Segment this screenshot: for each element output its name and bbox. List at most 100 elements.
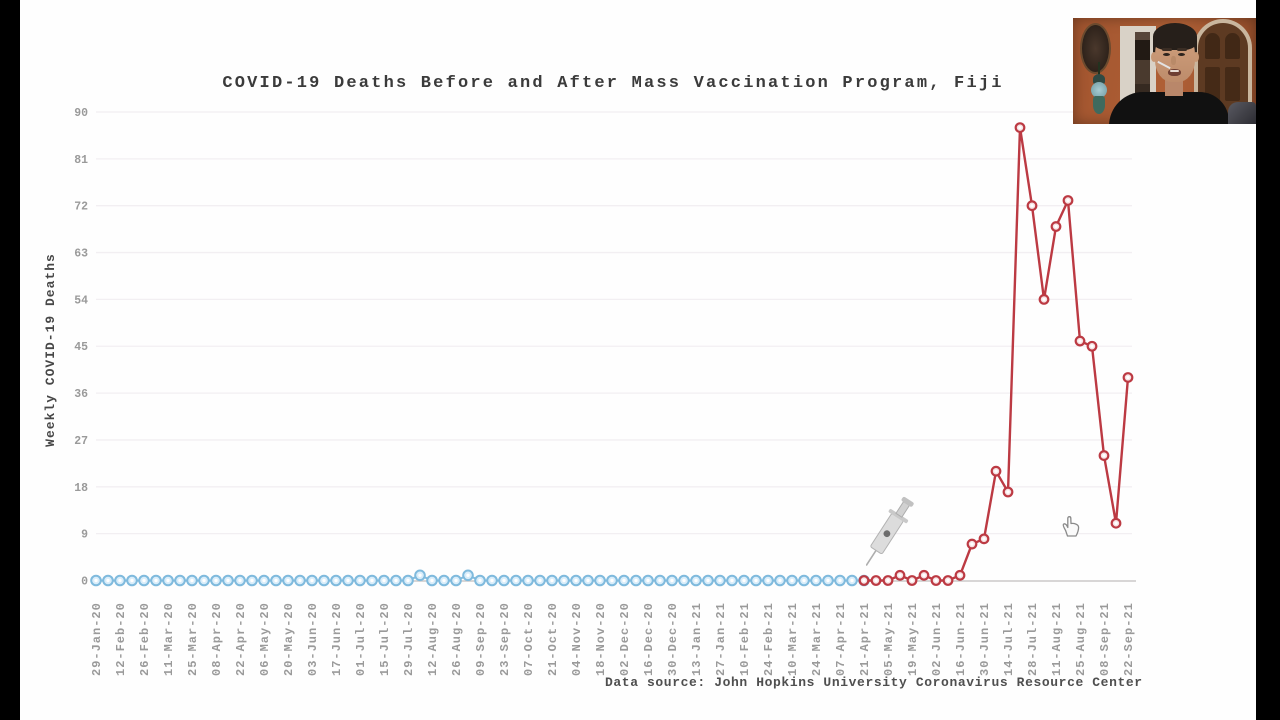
- data-point-center: [466, 573, 470, 577]
- data-point-center: [106, 578, 110, 583]
- data-point-center: [346, 578, 350, 583]
- data-point-center: [514, 578, 518, 583]
- y-tick-label: 45: [74, 341, 88, 354]
- data-point-center: [754, 578, 758, 583]
- data-point-center: [274, 578, 278, 583]
- webcam-lamp-top: [1093, 74, 1105, 84]
- data-point-center: [610, 578, 614, 583]
- data-point-center: [790, 578, 794, 583]
- x-tick-label: 13-Jan-21: [690, 602, 704, 676]
- presenter-eyebrow: [1177, 48, 1187, 51]
- data-point-center: [226, 578, 230, 583]
- webcam-lamp-glass: [1091, 82, 1107, 98]
- x-tick-label: 24-Feb-21: [762, 602, 776, 676]
- x-tick-label: 01-Jul-20: [354, 602, 368, 676]
- presenter-mouth: [1168, 69, 1181, 76]
- x-tick-label: 12-Feb-20: [114, 602, 128, 676]
- webcam-lamp-chain: [1098, 62, 1100, 76]
- data-point-center: [1126, 375, 1130, 380]
- y-tick-label: 36: [74, 388, 88, 401]
- data-point-center: [1030, 203, 1034, 208]
- data-point-center: [994, 469, 998, 473]
- presenter-ear: [1151, 52, 1157, 62]
- data-point-center: [910, 578, 914, 583]
- data-point-center: [202, 578, 206, 583]
- x-tick-label: 06-May-20: [258, 602, 272, 676]
- data-point-center: [946, 578, 950, 583]
- x-tick-label: 14-Jul-21: [1002, 602, 1016, 676]
- x-tick-label: 10-Mar-21: [786, 602, 800, 676]
- hand-cursor-icon: [1062, 516, 1080, 537]
- data-point-center: [898, 573, 902, 577]
- data-point-center: [982, 537, 986, 541]
- webcam-mirror: [1080, 23, 1111, 74]
- door-panel: [1205, 67, 1220, 101]
- data-point-center: [406, 578, 410, 583]
- data-point-center: [490, 578, 494, 583]
- x-tick-label: 24-Mar-21: [810, 602, 824, 676]
- x-tick-label: 04-Nov-20: [570, 602, 584, 676]
- data-point-center: [1018, 125, 1022, 130]
- data-point-center: [970, 542, 974, 546]
- data-point-center: [598, 578, 602, 583]
- data-point-center: [670, 578, 674, 583]
- data-point-center: [958, 573, 962, 577]
- y-tick-label: 0: [81, 576, 88, 589]
- x-tick-label: 02-Dec-20: [618, 602, 632, 676]
- data-point-center: [1114, 521, 1118, 525]
- presenter-ear: [1193, 52, 1199, 62]
- data-point-center: [658, 578, 662, 583]
- presenter-nose: [1171, 56, 1176, 65]
- presenter-hair: [1153, 23, 1197, 50]
- data-point-center: [118, 578, 122, 583]
- x-tick-label: 15-Jul-20: [378, 602, 392, 676]
- data-point-center: [142, 578, 146, 583]
- chart-title: COVID-19 Deaths Before and After Mass Va…: [222, 74, 1004, 93]
- data-point-center: [646, 578, 650, 583]
- data-point-center: [94, 578, 98, 583]
- x-tick-label: 22-Sep-21: [1122, 602, 1136, 676]
- presenter-eyebrow: [1162, 48, 1172, 51]
- door-panel: [1225, 33, 1240, 59]
- data-point-center: [190, 578, 194, 583]
- data-point-center: [286, 578, 290, 583]
- x-tick-label: 20-May-20: [282, 602, 296, 676]
- y-tick-label: 90: [74, 107, 88, 120]
- data-point-center: [682, 578, 686, 583]
- data-point-center: [430, 578, 434, 583]
- webcam-lamp-base: [1093, 96, 1105, 114]
- presentation-slide: COVID-19 Deaths Before and After Mass Va…: [20, 0, 1256, 720]
- presenter-shirt: [1109, 92, 1229, 124]
- data-point-center: [694, 578, 698, 583]
- x-tick-label: 28-Jul-21: [1026, 602, 1040, 676]
- data-point-center: [814, 578, 818, 583]
- data-point-center: [1006, 490, 1010, 494]
- x-tick-label: 07-Apr-21: [834, 602, 848, 676]
- letterbox-left: [0, 0, 20, 720]
- data-point-center: [1042, 297, 1046, 302]
- x-tick-label: 12-Aug-20: [426, 602, 440, 676]
- data-point-center: [298, 578, 302, 583]
- x-tick-label: 16-Dec-20: [642, 602, 656, 676]
- data-point-center: [706, 578, 710, 583]
- data-point-center: [730, 578, 734, 583]
- data-point-center: [778, 578, 782, 583]
- data-point-center: [238, 578, 242, 583]
- x-tick-label: 11-Mar-20: [162, 602, 176, 676]
- x-tick-label: 10-Feb-21: [738, 602, 752, 676]
- data-point-center: [502, 578, 506, 583]
- data-point-center: [922, 573, 926, 577]
- door-panel: [1225, 67, 1240, 101]
- presenter-eye: [1163, 53, 1170, 56]
- data-point-center: [1054, 224, 1058, 229]
- y-tick-label: 63: [74, 248, 88, 261]
- x-tick-label: 26-Feb-20: [138, 602, 152, 676]
- x-tick-label: 03-Jun-20: [306, 602, 320, 676]
- x-tick-label: 27-Jan-21: [714, 602, 728, 676]
- x-tick-label: 22-Apr-20: [234, 602, 248, 676]
- data-point-center: [370, 578, 374, 583]
- data-point-center: [850, 578, 854, 583]
- syringe-icon: [866, 496, 914, 566]
- microphone: [1228, 102, 1256, 124]
- data-point-center: [442, 578, 446, 583]
